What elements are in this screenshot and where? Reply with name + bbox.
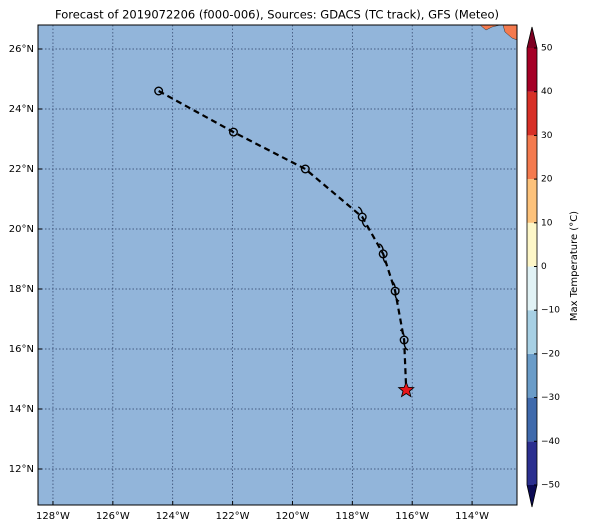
- cyclone-arm: [378, 243, 388, 265]
- cyclone-symbol: [390, 286, 400, 296]
- colorbar-band: [527, 441, 537, 485]
- y-tick-label: 22°N: [9, 164, 34, 175]
- colorbar-band: [527, 397, 537, 442]
- ocean: [38, 25, 517, 505]
- colorbar-tick-label: 40: [541, 87, 553, 97]
- track-point: [399, 329, 409, 351]
- cyclone-symbol: [378, 249, 388, 259]
- x-tick-label: 118°W: [335, 511, 369, 522]
- colorbar-tick-label: −10: [541, 306, 560, 316]
- cyclone-arm: [390, 280, 400, 302]
- track-point: [378, 243, 388, 265]
- colorbar-tick-label: 10: [541, 218, 553, 228]
- y-tick-label: 14°N: [9, 404, 34, 415]
- x-tick-label: 114°W: [455, 511, 489, 522]
- cyclone-arm: [357, 206, 367, 228]
- colorbar-tick-label: 50: [541, 44, 553, 54]
- y-tick-label: 16°N: [9, 344, 34, 355]
- colorbar-band: [527, 91, 537, 136]
- track-point: [228, 127, 238, 137]
- colorbar-extend-high: [527, 27, 537, 48]
- colorbar-tick-label: −50: [541, 481, 560, 491]
- colorbar-tick-label: −40: [541, 437, 560, 447]
- colorbar-band: [527, 222, 537, 267]
- map-area: 128°W 126°W 124°W 122°W 120°W 118°W 116°W 114°W…: [9, 24, 518, 522]
- colorbar-band: [527, 266, 537, 311]
- y-tick-label: 26°N: [9, 44, 34, 55]
- x-tick-label: 122°W: [216, 511, 250, 522]
- y-tick-label: 18°N: [9, 284, 34, 295]
- cyclone-symbol: [154, 86, 164, 96]
- colorbar-band: [527, 135, 537, 180]
- colorbar-band: [527, 48, 537, 92]
- y-tick-label: 20°N: [9, 224, 34, 235]
- map-title: Forecast of 2019072206 (f000-006), Sourc…: [55, 8, 499, 22]
- x-tick-label: 126°W: [96, 511, 130, 522]
- x-tick-label: 120°W: [275, 511, 309, 522]
- colorbar-tick-label: −30: [541, 393, 560, 403]
- map-frame: [37, 24, 518, 506]
- x-tick-label: 124°W: [156, 511, 190, 522]
- track-point: [357, 206, 367, 228]
- x-tick-label: 128°W: [36, 511, 70, 522]
- colorbar-band: [527, 353, 537, 398]
- cyclone-symbol: [399, 335, 409, 345]
- y-tick-label: 24°N: [9, 104, 34, 115]
- current-position: [397, 380, 415, 398]
- colorbar-tick-label: 0: [541, 262, 547, 272]
- colorbar-band: [527, 179, 537, 223]
- y-tick-label: 12°N: [9, 464, 34, 475]
- cyclone-arm: [399, 329, 409, 351]
- colorbar-tick-label: 20: [541, 175, 553, 185]
- colorbar: −50 −40 −30 −20 −10 0 10 20 30 40 50: [526, 26, 560, 508]
- cyclone-symbol: [357, 212, 367, 222]
- cyclone-symbol: [228, 127, 238, 137]
- colorbar-band: [527, 310, 537, 354]
- colorbar-tick-label: 30: [541, 131, 553, 141]
- colorbar-tick-label: −20: [541, 349, 560, 359]
- x-tick-label: 116°W: [395, 511, 429, 522]
- colorbar-extend-low: [527, 485, 537, 507]
- track-point: [154, 86, 164, 96]
- cyclone-symbol: [300, 164, 310, 174]
- track-point: [300, 164, 310, 174]
- track-point: [390, 280, 400, 302]
- colorbar-label: Max Temperature (°C): [569, 211, 580, 321]
